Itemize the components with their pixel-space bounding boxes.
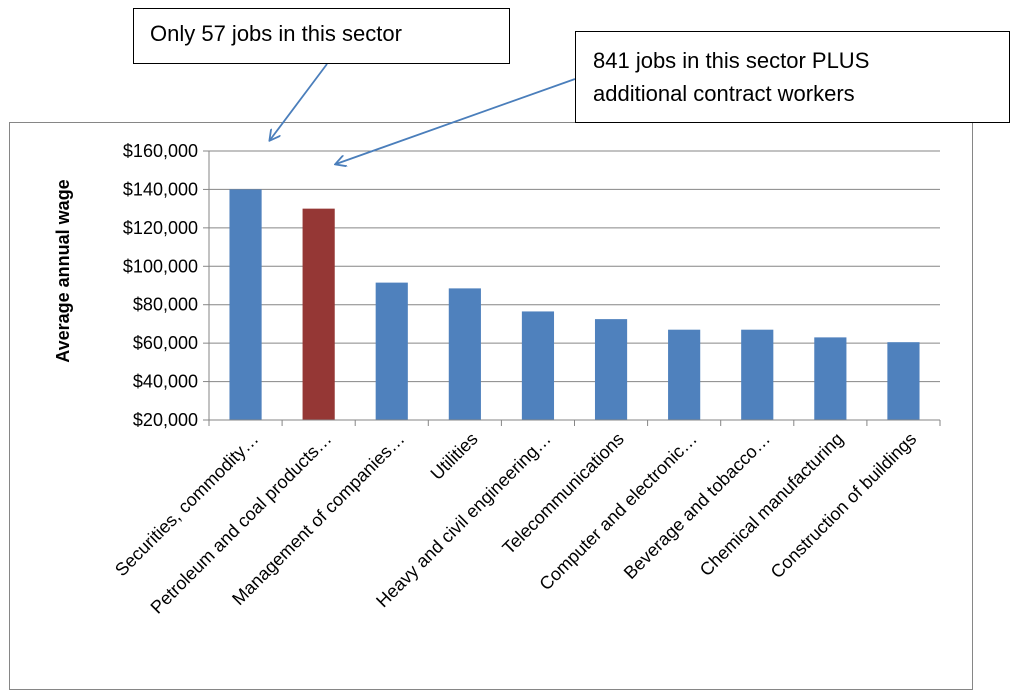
x-category-label: Chemical manufacturing <box>696 429 847 580</box>
annotation-57-jobs-text: Only 57 jobs in this sector <box>150 21 402 46</box>
bar <box>302 208 335 420</box>
annotation-841-jobs: 841 jobs in this sector PLUS additional … <box>575 31 1010 123</box>
annotation-841-jobs-line2: additional contract workers <box>593 81 855 106</box>
chart-frame <box>9 122 973 690</box>
bar <box>887 342 920 420</box>
x-category-label: Beverage and tobacco… <box>620 429 774 583</box>
bar <box>448 288 481 420</box>
y-tick-label: $60,000 <box>133 333 198 353</box>
x-category-label: Construction of buildings <box>767 429 921 583</box>
x-category-label: Telecommunications <box>498 429 627 558</box>
y-axis-title: Average annual wage <box>53 179 73 362</box>
annotation-841-jobs-arrow <box>336 78 576 164</box>
y-tick-label: $20,000 <box>133 410 198 430</box>
y-tick-label: $120,000 <box>123 218 198 238</box>
bar <box>594 319 628 420</box>
x-category-label: Securities, commodity… <box>111 429 262 580</box>
y-tick-label: $140,000 <box>123 179 198 199</box>
y-tick-label: $160,000 <box>123 141 198 161</box>
bar <box>229 189 262 420</box>
y-tick-label: $40,000 <box>133 372 198 392</box>
bar <box>741 329 774 420</box>
bar <box>521 311 555 420</box>
y-tick-label: $100,000 <box>123 256 198 276</box>
y-tick-label: $80,000 <box>133 295 198 315</box>
bar <box>375 282 408 420</box>
annotation-841-jobs-line1: 841 jobs in this sector PLUS <box>593 48 870 73</box>
annotation-57-jobs: Only 57 jobs in this sector <box>133 8 510 64</box>
annotation-57-jobs-arrow <box>270 63 328 140</box>
bar <box>814 337 847 420</box>
bar <box>668 329 701 420</box>
x-category-label: Utilities <box>427 429 482 484</box>
